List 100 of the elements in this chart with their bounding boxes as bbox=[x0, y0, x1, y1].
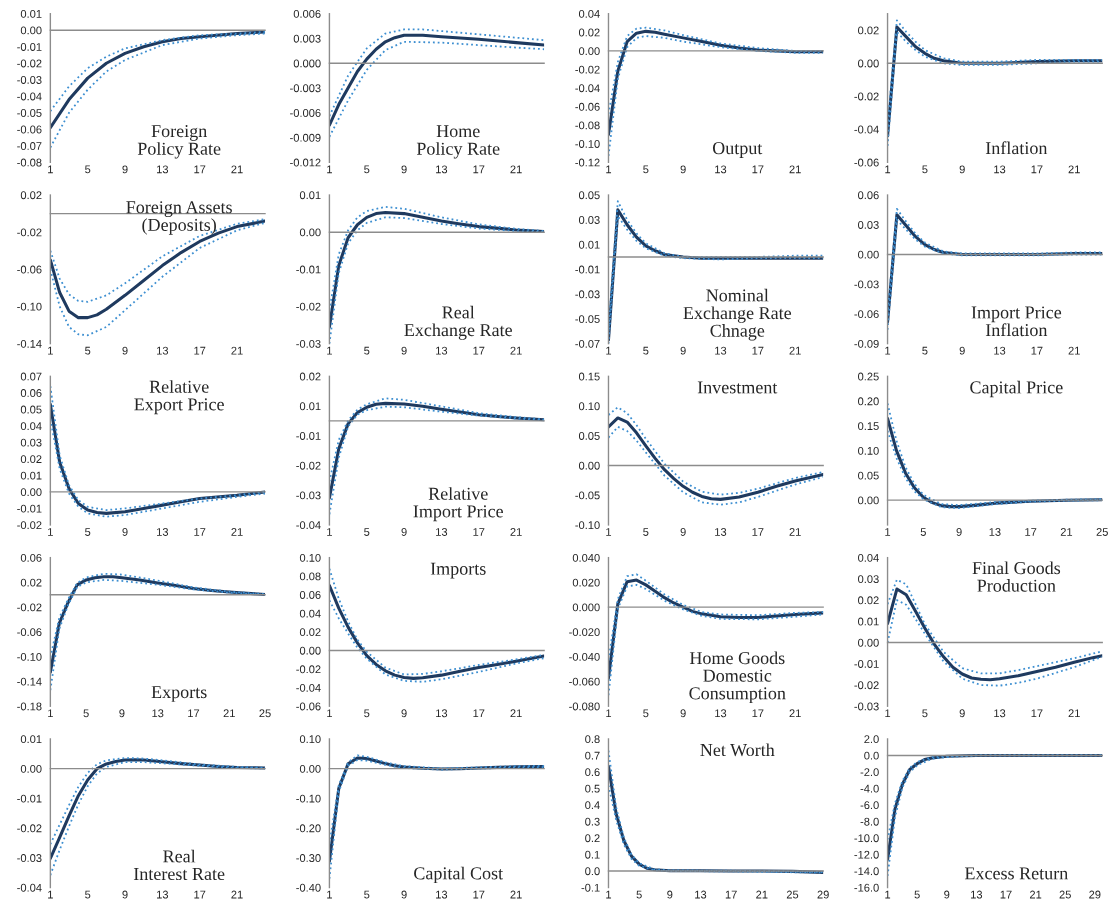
y-tick-label: 2.0 bbox=[864, 735, 879, 744]
x-tick-label: 9 bbox=[122, 890, 128, 899]
y-tick-label: 0.4 bbox=[585, 801, 600, 810]
y-tick-label: 0.00 bbox=[858, 638, 879, 647]
y-tick-label: 0.15 bbox=[858, 422, 879, 430]
y-tick-label: 0.03 bbox=[578, 216, 600, 224]
y-tick-label: 0.003 bbox=[293, 34, 321, 43]
y-tick-label: -0.04 bbox=[296, 521, 321, 530]
x-tick-label: 21 bbox=[789, 528, 801, 536]
y-tick-label: -0.05 bbox=[17, 109, 42, 117]
x-tick-label: 1 bbox=[885, 709, 891, 718]
y-tick-label: -0.06 bbox=[296, 702, 321, 711]
x-tick-label: 9 bbox=[680, 165, 686, 174]
x-tick-label: 17 bbox=[473, 346, 485, 355]
chart-title: Investment bbox=[697, 381, 778, 394]
x-tick-label: 13 bbox=[715, 709, 727, 718]
y-tick-label: -2.0 bbox=[860, 768, 879, 777]
x-tick-label: 21 bbox=[231, 890, 243, 899]
x-tick-label: 17 bbox=[752, 165, 764, 174]
text: Inflation bbox=[985, 141, 1048, 155]
y-tick-label: 0.05 bbox=[578, 191, 600, 200]
x-tick-label: 21 bbox=[510, 165, 522, 174]
y-tick-label: 0.0 bbox=[585, 867, 600, 876]
y-tick-label: -0.03 bbox=[854, 280, 879, 289]
x-tick-label: 5 bbox=[85, 165, 91, 174]
y-tick-label: 0.08 bbox=[299, 572, 321, 581]
x-tick-label: 9 bbox=[680, 528, 686, 536]
y-tick-label: -0.02 bbox=[296, 461, 321, 470]
x-tick-label: 13 bbox=[715, 346, 727, 355]
y-tick-label: -0.10 bbox=[296, 794, 321, 803]
x-tick-label: 17 bbox=[473, 165, 485, 174]
y-tick-label: 0.00 bbox=[299, 764, 321, 773]
y-tick-label: 0.000 bbox=[293, 59, 321, 68]
x-tick-label: 9 bbox=[122, 528, 128, 536]
x-tick-label: 25 bbox=[259, 709, 271, 718]
y-tick-label: -0.05 bbox=[575, 315, 600, 324]
y-tick-label: 0.7 bbox=[585, 751, 600, 760]
y-tick-label: 0.05 bbox=[858, 471, 879, 480]
x-tick-label: 9 bbox=[680, 709, 686, 718]
y-tick-label: -0.012 bbox=[290, 158, 321, 167]
text: Relative Export Price bbox=[134, 380, 224, 415]
y-tick-label: 0.02 bbox=[20, 455, 42, 464]
y-tick-label: -0.02 bbox=[17, 824, 42, 833]
chart-title: Capital Price bbox=[970, 380, 1063, 398]
x-tick-label: 13 bbox=[989, 528, 1001, 536]
x-tick-label: 1 bbox=[885, 165, 891, 174]
chart-title: Imports bbox=[430, 562, 486, 579]
x-tick-label: 1 bbox=[606, 528, 612, 536]
y-tick-label: 0.01 bbox=[299, 402, 321, 411]
x-tick-label: 13 bbox=[994, 165, 1006, 174]
x-tick-label: 1 bbox=[327, 346, 332, 355]
y-tick-label: -6.0 bbox=[860, 801, 879, 810]
x-tick-label: 9 bbox=[401, 709, 407, 718]
y-tick-label: -0.04 bbox=[854, 125, 879, 134]
x-tick-label: 1 bbox=[606, 165, 612, 174]
y-tick-label: -0.006 bbox=[290, 109, 321, 117]
x-tick-label: 9 bbox=[122, 165, 128, 174]
x-tick-label: 5 bbox=[922, 709, 928, 718]
y-tick-label: -0.08 bbox=[17, 158, 42, 167]
x-tick-label: 13 bbox=[715, 528, 727, 536]
y-tick-label: 0.00 bbox=[858, 496, 879, 505]
y-tick-label: 0.2 bbox=[585, 834, 600, 843]
y-tick-label: 0.06 bbox=[20, 553, 42, 562]
text: Real Exchange Rate bbox=[404, 305, 512, 340]
x-tick-label: 17 bbox=[1025, 528, 1037, 536]
y-tick-label: -0.06 bbox=[854, 158, 879, 167]
y-tick-label: 0.20 bbox=[858, 397, 879, 406]
x-tick-label: 5 bbox=[83, 709, 89, 718]
text: Home Policy Rate bbox=[416, 125, 500, 159]
x-tick-label: 5 bbox=[85, 528, 91, 536]
y-tick-label: -10.0 bbox=[854, 834, 879, 843]
x-tick-label: 17 bbox=[194, 165, 206, 174]
text: Capital Cost bbox=[414, 866, 503, 884]
x-tick-label: 13 bbox=[715, 165, 727, 174]
y-tick-label: -0.01 bbox=[296, 265, 321, 274]
y-tick-label: -0.02 bbox=[17, 59, 42, 68]
y-tick-label: -0.02 bbox=[854, 681, 879, 690]
y-tick-label: -0.02 bbox=[575, 65, 600, 74]
x-tick-label: 25 bbox=[1059, 890, 1071, 899]
x-tick-label: 1 bbox=[885, 528, 891, 536]
x-tick-label: 1 bbox=[327, 528, 332, 536]
x-tick-label: 5 bbox=[920, 528, 926, 536]
text: Excess Return bbox=[964, 867, 1068, 880]
text: Final Goods Production bbox=[972, 561, 1061, 592]
y-tick-label: 0.05 bbox=[578, 432, 600, 440]
y-tick-label: -0.09 bbox=[854, 339, 879, 348]
y-tick-label: 0.1 bbox=[585, 850, 600, 859]
x-tick-label: 5 bbox=[922, 346, 928, 355]
y-tick-label: 0.8 bbox=[585, 735, 600, 744]
x-tick-label: 17 bbox=[1031, 346, 1043, 355]
y-tick-label: -0.03 bbox=[296, 491, 321, 500]
x-tick-label: 13 bbox=[436, 890, 448, 899]
y-tick-label: -0.03 bbox=[854, 702, 879, 711]
y-tick-label: 0.04 bbox=[20, 422, 42, 430]
y-tick-label: -0.06 bbox=[17, 628, 42, 637]
text: Real Interest Rate bbox=[133, 849, 225, 881]
x-tick-label: 13 bbox=[436, 528, 448, 536]
x-tick-label: 29 bbox=[817, 890, 829, 899]
x-tick-label: 17 bbox=[752, 346, 764, 355]
x-tick-label: 5 bbox=[636, 890, 642, 899]
